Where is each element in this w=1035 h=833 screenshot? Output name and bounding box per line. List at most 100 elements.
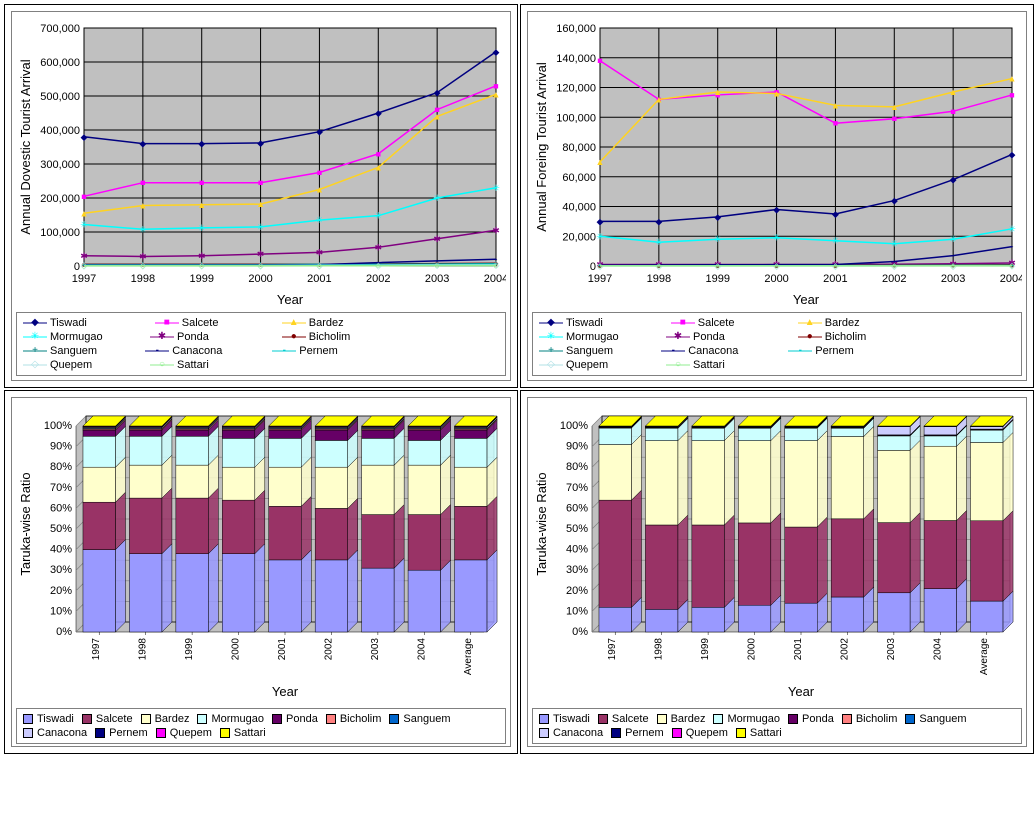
legend-item: + Sanguem (539, 345, 653, 357)
svg-text:2001: 2001 (277, 638, 288, 661)
svg-text:✱: ✱ (375, 242, 383, 252)
svg-text:2004: 2004 (1000, 273, 1022, 285)
svg-text:◆: ◆ (316, 127, 323, 137)
legend-item: - Canacona (145, 345, 264, 357)
svg-text:1998: 1998 (138, 638, 149, 661)
svg-text:2000: 2000 (747, 638, 758, 661)
svg-text:▲: ▲ (1008, 74, 1017, 84)
svg-text:Taruka-wise Ratio: Taruka-wise Ratio (18, 472, 33, 575)
legend-item: Pernem (611, 727, 664, 739)
svg-text:○: ○ (317, 261, 322, 271)
legend-item: Ponda (788, 713, 834, 725)
svg-text:20,000: 20,000 (562, 231, 596, 243)
svg-text:✳: ✳ (949, 234, 957, 244)
svg-text:○: ○ (140, 261, 145, 271)
svg-text:◆: ◆ (257, 138, 264, 148)
foreign-line-chart: 020,00040,00060,00080,000100,000120,0001… (527, 11, 1027, 381)
svg-text:■: ■ (258, 178, 263, 188)
svg-text:40%: 40% (566, 544, 588, 556)
svg-text:40,000: 40,000 (562, 202, 596, 214)
domestic-bar-legend: Tiswadi Salcete Bardez Mormugao Ponda Bi… (16, 708, 506, 744)
legend-item: Bardez (657, 713, 706, 725)
svg-text:2004: 2004 (932, 638, 943, 661)
legend-item: Quepem (672, 727, 728, 739)
legend-item: ✳ Mormugao (539, 331, 658, 343)
legend-item: ✳ Mormugao (23, 331, 142, 343)
legend-item: ● Bicholim (282, 331, 401, 343)
svg-text:2000: 2000 (231, 638, 242, 661)
svg-text:○: ○ (1009, 261, 1014, 271)
svg-text:✱: ✱ (257, 249, 265, 259)
legend-item: ◇ Quepem (23, 359, 142, 371)
legend-item: ◆ Tiswadi (23, 317, 147, 329)
foreign-line-legend: ◆ Tiswadi ■ Salcete ▲ Bardez ✳ Mormugao (532, 312, 1022, 376)
svg-text:○: ○ (833, 261, 838, 271)
svg-text:80,000: 80,000 (562, 142, 596, 154)
svg-text:✳: ✳ (257, 222, 265, 232)
domestic-line-chart: 0100,000200,000300,000400,000500,000600,… (11, 11, 511, 381)
svg-text:▲: ▲ (596, 157, 605, 167)
svg-text:Taruka-wise Ratio: Taruka-wise Ratio (534, 472, 549, 575)
panel-foreign-bar: 0%10%20%30%40%50%60%70%80%90%100%1997199… (520, 390, 1034, 754)
svg-text:✱: ✱ (316, 247, 324, 257)
svg-text:100%: 100% (560, 420, 588, 432)
svg-text:■: ■ (1009, 90, 1014, 100)
svg-text:○: ○ (950, 261, 955, 271)
svg-text:◆: ◆ (1009, 149, 1016, 159)
svg-text:20%: 20% (566, 585, 588, 597)
svg-text:1998: 1998 (647, 273, 671, 285)
svg-text:2003: 2003 (370, 638, 381, 661)
svg-text:✳: ✳ (714, 234, 722, 244)
svg-text:2000: 2000 (764, 273, 788, 285)
svg-text:500,000: 500,000 (40, 91, 80, 103)
panel-foreign-line: 020,00040,00060,00080,000100,000120,0001… (520, 4, 1034, 388)
svg-text:140,000: 140,000 (556, 53, 596, 65)
svg-text:1997: 1997 (72, 273, 96, 285)
legend-item: Mormugao (197, 713, 264, 725)
panel-domestic-line: 0100,000200,000300,000400,000500,000600,… (4, 4, 518, 388)
legend-item: ◇ Quepem (539, 359, 658, 371)
svg-text:0%: 0% (572, 626, 588, 638)
domestic-line-legend: ◆ Tiswadi ■ Salcete ▲ Bardez ✳ Mormugao (16, 312, 506, 376)
svg-text:100%: 100% (44, 420, 72, 432)
legend-item: Canacona (539, 727, 603, 739)
svg-text:0: 0 (590, 261, 596, 273)
svg-text:■: ■ (199, 178, 204, 188)
svg-text:70%: 70% (566, 482, 588, 494)
svg-text:160,000: 160,000 (556, 23, 596, 35)
legend-item: ◆ Tiswadi (539, 317, 663, 329)
svg-text:✳: ✳ (773, 233, 781, 243)
svg-text:✳: ✳ (832, 236, 840, 246)
svg-text:▲: ▲ (492, 89, 501, 99)
svg-text:Average: Average (463, 638, 474, 676)
svg-text:50%: 50% (566, 523, 588, 535)
legend-item: - Pernem (272, 345, 396, 357)
svg-text:✱: ✱ (492, 225, 500, 235)
svg-text:20%: 20% (50, 585, 72, 597)
svg-text:■: ■ (140, 178, 145, 188)
svg-text:◆: ◆ (434, 88, 441, 98)
svg-text:70%: 70% (50, 482, 72, 494)
svg-text:○: ○ (81, 261, 86, 271)
svg-text:2002: 2002 (366, 273, 390, 285)
svg-text:▲: ▲ (949, 87, 958, 97)
svg-text:1999: 1999 (184, 638, 195, 661)
legend-item: ▲ Bardez (282, 317, 396, 329)
svg-text:0%: 0% (56, 626, 72, 638)
svg-text:-: - (952, 251, 955, 261)
svg-text:■: ■ (81, 191, 86, 201)
legend-item: ● Bicholim (798, 331, 917, 343)
legend-item: ○ Sattari (666, 359, 780, 371)
svg-text:1999: 1999 (189, 273, 213, 285)
svg-text:2002: 2002 (839, 638, 850, 661)
legend-item: Tiswadi (539, 713, 590, 725)
svg-text:200,000: 200,000 (40, 193, 80, 205)
svg-text:◆: ◆ (891, 196, 898, 206)
foreign-bar-legend: Tiswadi Salcete Bardez Mormugao Ponda Bi… (532, 708, 1022, 744)
svg-text:✳: ✳ (891, 239, 899, 249)
svg-text:1998: 1998 (131, 273, 155, 285)
svg-text:Year: Year (788, 684, 815, 699)
legend-item: Pernem (95, 727, 148, 739)
svg-text:◆: ◆ (773, 204, 780, 214)
svg-text:✳: ✳ (655, 237, 663, 247)
